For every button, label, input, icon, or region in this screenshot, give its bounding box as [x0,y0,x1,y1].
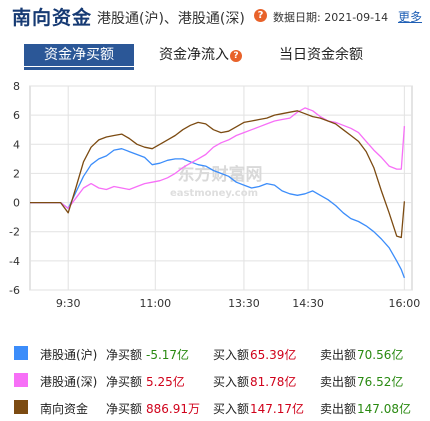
header: 南向资金 港股通(沪)、港股通(深) ? 数据日期: 2021-09-14 更多 [0,0,430,34]
sell-label: 卖出额 [320,375,357,389]
y-tick-label: 0 [13,197,20,210]
legend-series-name: 南向资金 [40,402,89,416]
y-tick-label: 2 [13,167,20,180]
watermark-text: 东方财富网 [178,164,263,185]
legend-series-name: 港股通(深) [40,375,98,389]
page-title: 南向资金 [12,7,93,29]
legend-row: 港股通(沪) 净买额 -5.17亿 买入额 65.39亿 卖出额 70.56亿 [0,344,430,364]
legend-swatch [14,346,28,360]
tab-balance-label: 当日资金余额 [279,47,363,63]
buy-value: 65.39亿 [250,348,297,362]
y-tick-label: -6 [9,284,20,297]
tab-net-inflow[interactable]: 资金净流入? [159,44,259,66]
legend-swatch [14,400,28,414]
legend-swatch [14,373,28,387]
x-tick-label: 14:30 [292,297,324,310]
legend-row: 南向资金 净买额 886.91万 买入额 147.17亿 卖出额 147.08亿 [0,398,430,418]
y-tick-label: -4 [9,255,20,268]
legend-series-name: 港股通(沪) [40,348,98,362]
tab-bar: 资金净买额 资金净流入? 当日资金余额 [0,44,430,68]
buy-label: 买入额 [213,375,250,389]
tab-net-inflow-label: 资金净流入 [159,47,229,63]
x-tick-label: 9:30 [56,297,81,310]
buy-label: 买入额 [213,402,250,416]
y-tick-label: 6 [13,109,20,122]
help-icon[interactable]: ? [230,50,242,62]
sell-value: 76.52亿 [357,375,404,389]
x-tick-label: 11:00 [139,297,171,310]
tab-underline [24,67,134,70]
sell-label: 卖出额 [320,402,357,416]
sell-value: 70.56亿 [357,348,404,362]
buy-label: 买入额 [213,348,250,362]
series-line-1 [30,107,406,210]
south-bound-line-chart: -6 -4 -2 0 2 4 6 8 9:30 11:00 13:30 14:30 16:00 东方财富网… [9,80,421,310]
net-buy-label: 净买额 [106,402,143,416]
buy-value: 147.17亿 [250,402,304,416]
sell-label: 卖出额 [320,348,357,362]
x-tick-label: 13:30 [228,297,260,310]
tab-net-buy[interactable]: 资金净买额 [24,44,134,66]
net-buy-label: 净买额 [106,375,143,389]
more-link[interactable]: 更多 [398,10,423,24]
series-line-2 [30,110,406,239]
net-buy-label: 净买额 [106,348,143,362]
y-tick-label: 8 [13,80,20,93]
plot-area [29,85,413,291]
y-tick-label: 4 [13,138,20,151]
series-line-0 [30,148,406,279]
watermark-subtext: eastmoney.com [170,188,258,199]
net-buy-value: 886.91万 [146,402,200,416]
net-buy-value: 5.25亿 [146,375,185,389]
buy-value: 81.78亿 [250,375,297,389]
help-icon[interactable]: ? [254,9,267,22]
legend-row: 港股通(深) 净买额 5.25亿 买入额 81.78亿 卖出额 76.52亿 [0,371,430,391]
sell-value: 147.08亿 [357,402,411,416]
tab-balance[interactable]: 当日资金余额 [279,44,379,66]
data-date: 数据日期: 2021-09-14 [273,11,389,24]
channel-subtitle: 港股通(沪)、港股通(深) [97,11,245,27]
tab-net-buy-label: 资金净买额 [44,47,114,63]
y-tick-label: -2 [9,226,20,239]
x-tick-label: 16:00 [389,297,421,310]
net-buy-value: -5.17亿 [146,348,190,362]
